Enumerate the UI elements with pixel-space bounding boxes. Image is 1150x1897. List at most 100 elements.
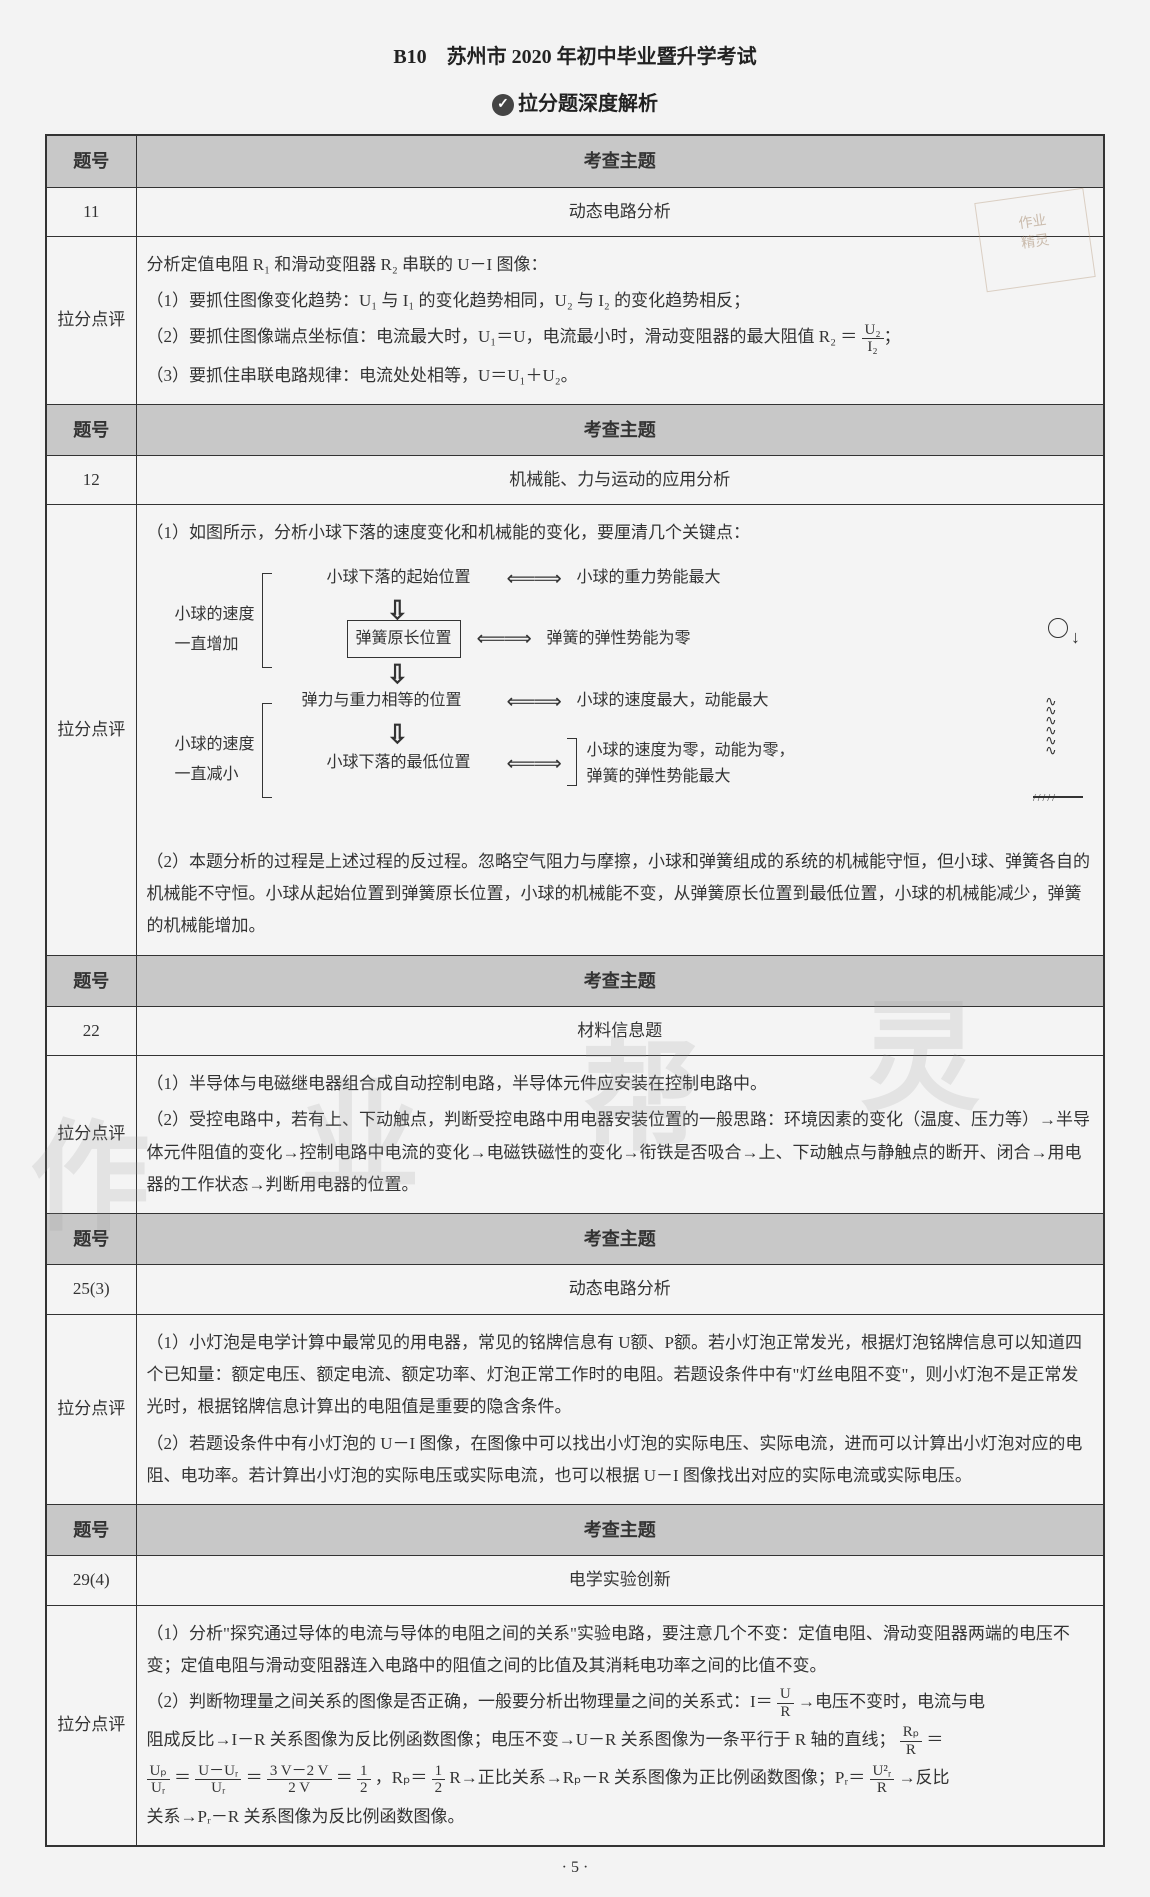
frac-num: 1	[432, 1763, 446, 1781]
header-qnum: 题号	[46, 955, 136, 1006]
comment-line: 阻成反比→I－R 关系图像为反比例函数图像；电压不变→U－R 关系图像为一条平行…	[147, 1724, 1094, 1758]
spring-figure: ↓ ∿∿∿∿∿∿ /////	[1033, 618, 1083, 798]
comment-cell: （1）小灯泡是电学计算中最常见的用电器，常见的铭牌信息有 U额、P额。若小灯泡正…	[136, 1314, 1104, 1504]
table-row: 拉分点评 （1）如图所示，分析小球下落的速度变化和机械能的变化，要厘清几个关键点…	[46, 505, 1104, 955]
comment-line: 分析定值电阻 R₁ 和滑动变阻器 R₂ 串联的 U－I 图像：	[147, 249, 1094, 281]
spring-icon: ∿∿∿∿∿∿	[1045, 698, 1056, 757]
qnum-cell: 25(3)	[46, 1265, 136, 1314]
frac-den: I₂	[862, 339, 884, 356]
comment-cell: （1）如图所示，分析小球下落的速度变化和机械能的变化，要厘清几个关键点： 小球的…	[136, 505, 1104, 955]
frac-den: 2	[357, 1780, 371, 1797]
frac-num: U₂	[862, 322, 884, 340]
text-span: ＝	[246, 1768, 263, 1787]
page-container: B10 苏州市 2020 年初中毕业暨升学考试 ✓拉分题深度解析 题号 考查主题…	[45, 0, 1105, 1897]
text-span: ，Rₚ＝	[375, 1768, 428, 1787]
frac-den: 2 V	[267, 1780, 332, 1797]
table-row: 拉分点评 （1）半导体与电磁继电器组合成自动控制电路，半导体元件应安装在控制电路…	[46, 1056, 1104, 1214]
doc-title: B10 苏州市 2020 年初中毕业暨升学考试	[45, 40, 1105, 69]
comment-line: （3）要抓住串联电路规律：电流处处相等，U＝U₁＋U₂。	[147, 360, 1094, 392]
comment-label: 拉分点评	[46, 1605, 136, 1846]
text-span: ＝	[926, 1730, 943, 1749]
doc-subtitle: ✓拉分题深度解析	[45, 87, 1105, 116]
header-qnum: 题号	[46, 404, 136, 455]
comment-line: （2）若题设条件中有小灯泡的 U－I 图像，在图像中可以找出小灯泡的实际电压、实…	[147, 1428, 1094, 1493]
fraction: UR	[777, 1686, 794, 1720]
table-row: 拉分点评 分析定值电阻 R₁ 和滑动变阻器 R₂ 串联的 U－I 图像： （1）…	[46, 236, 1104, 404]
table-header-row: 题号 考查主题	[46, 135, 1104, 187]
text-span: →反比	[899, 1768, 950, 1787]
double-arrow-icon: ⟸⟹	[507, 745, 560, 783]
qnum-cell: 11	[46, 187, 136, 236]
text-span: R→正比关系→Rₚ－R 关系图像为正比例函数图像；Pᵣ＝	[449, 1768, 865, 1787]
comment-line: （2）受控电路中，若有上、下动触点，判断受控电路中用电器安装位置的一般思路：环境…	[147, 1104, 1094, 1201]
text-span: （2）判断物理量之间关系的图像是否正确，一般要分析出物理量之间的关系式：I＝	[147, 1692, 773, 1711]
comment-line: （1）小灯泡是电学计算中最常见的用电器，常见的铭牌信息有 U额、P额。若小灯泡正…	[147, 1327, 1094, 1424]
header-topic: 考查主题	[136, 135, 1104, 187]
hatch-icon: /////	[1033, 789, 1057, 808]
frac-den: R	[900, 1742, 922, 1759]
table-header-row: 题号 考查主题	[46, 1214, 1104, 1265]
header-topic: 考查主题	[136, 1214, 1104, 1265]
comment-line: （2）判断物理量之间关系的图像是否正确，一般要分析出物理量之间的关系式：I＝ U…	[147, 1686, 1094, 1720]
check-icon: ✓	[492, 94, 514, 116]
analysis-table: 题号 考查主题 11 动态电路分析 拉分点评 分析定值电阻 R₁ 和滑动变阻器 …	[45, 134, 1105, 1846]
comment-line: （1）半导体与电磁继电器组合成自动控制电路，半导体元件应安装在控制电路中。	[147, 1068, 1094, 1100]
double-arrow-icon: ⟸⟹	[507, 683, 560, 721]
comment-label: 拉分点评	[46, 236, 136, 404]
fraction: RₚR	[900, 1724, 922, 1758]
comment-label: 拉分点评	[46, 1314, 136, 1504]
header-topic: 考查主题	[136, 1505, 1104, 1556]
comment-line: 关系→Pᵣ－R 关系图像为反比例函数图像。	[147, 1801, 1094, 1833]
diagram-label: 弹簧的弹性势能最大	[587, 762, 731, 792]
table-row: 25(3) 动态电路分析	[46, 1265, 1104, 1314]
table-header-row: 题号 考查主题	[46, 404, 1104, 455]
topic-cell: 材料信息题	[136, 1006, 1104, 1055]
header-qnum: 题号	[46, 135, 136, 187]
comment-cell: （1）半导体与电磁继电器组合成自动控制电路，半导体元件应安装在控制电路中。 （2…	[136, 1056, 1104, 1214]
header-topic: 考查主题	[136, 404, 1104, 455]
diagram-node: 弹力与重力相等的位置	[302, 686, 462, 716]
frac-den: Uᵣ	[195, 1780, 241, 1797]
fraction: 12	[357, 1763, 371, 1797]
frac-den: Uᵣ	[147, 1780, 170, 1797]
fraction: U²ᵣR	[870, 1763, 895, 1797]
diagram-node: 小球下落的最低位置	[327, 748, 471, 778]
page-number: · 5 ·	[45, 1859, 1105, 1877]
frac-num: 3 V－2 V	[267, 1763, 332, 1781]
header-qnum: 题号	[46, 1214, 136, 1265]
comment-line: UₚUᵣ ＝ U－UᵣUᵣ ＝ 3 V－2 V2 V ＝ 12 ，Rₚ＝ 12 …	[147, 1762, 1094, 1796]
fraction: U₂I₂	[862, 322, 884, 356]
comment-line: （1）分析"探究通过导体的电流与导体的电阻之间的关系"实验电路，要注意几个不变：…	[147, 1618, 1094, 1683]
frac-num: Rₚ	[900, 1724, 922, 1742]
table-row: 11 动态电路分析	[46, 187, 1104, 236]
frac-num: Uₚ	[147, 1763, 170, 1781]
fraction: 3 V－2 V2 V	[267, 1763, 332, 1797]
diagram-label: 弹簧的弹性势能为零	[547, 624, 691, 654]
frac-num: 1	[357, 1763, 371, 1781]
frac-num: U²ᵣ	[870, 1763, 895, 1781]
comment-label: 拉分点评	[46, 1056, 136, 1214]
header-topic: 考查主题	[136, 955, 1104, 1006]
diagram-label: 小球的速度一直增加	[175, 600, 255, 661]
arrow-down-icon: ↓	[1071, 620, 1080, 654]
table-row: 拉分点评 （1）分析"探究通过导体的电流与导体的电阻之间的关系"实验电路，要注意…	[46, 1605, 1104, 1846]
text-span: →电压不变时，电流与电	[798, 1692, 985, 1711]
bracket-icon	[262, 703, 272, 798]
diagram-label: 小球的速度一直减小	[175, 730, 255, 791]
comment-line: （1）如图所示，分析小球下落的速度变化和机械能的变化，要厘清几个关键点：	[147, 517, 1094, 549]
comment-cell: （1）分析"探究通过导体的电流与导体的电阻之间的关系"实验电路，要注意几个不变：…	[136, 1605, 1104, 1846]
header-qnum: 题号	[46, 1505, 136, 1556]
topic-cell: 电学实验创新	[136, 1556, 1104, 1605]
double-arrow-icon: ⟸⟹	[507, 560, 560, 598]
fraction: UₚUᵣ	[147, 1763, 170, 1797]
comment-line: （2）本题分析的过程是上述过程的反过程。忽略空气阻力与摩擦，小球和弹簧组成的系统…	[147, 846, 1094, 943]
text-span: （2）要抓住图像端点坐标值：电流最大时，U₁＝U，电流最小时，滑动变阻器的最大阻…	[147, 327, 858, 346]
table-header-row: 题号 考查主题	[46, 955, 1104, 1006]
topic-cell: 动态电路分析	[136, 187, 1104, 236]
ball-icon	[1048, 618, 1068, 638]
subtitle-text: 拉分题深度解析	[518, 93, 658, 115]
comment-line: （2）要抓住图像端点坐标值：电流最大时，U₁＝U，电流最小时，滑动变阻器的最大阻…	[147, 321, 1094, 355]
topic-cell: 机械能、力与运动的应用分析	[136, 456, 1104, 505]
table-row: 22 材料信息题	[46, 1006, 1104, 1055]
fraction: 12	[432, 1763, 446, 1797]
